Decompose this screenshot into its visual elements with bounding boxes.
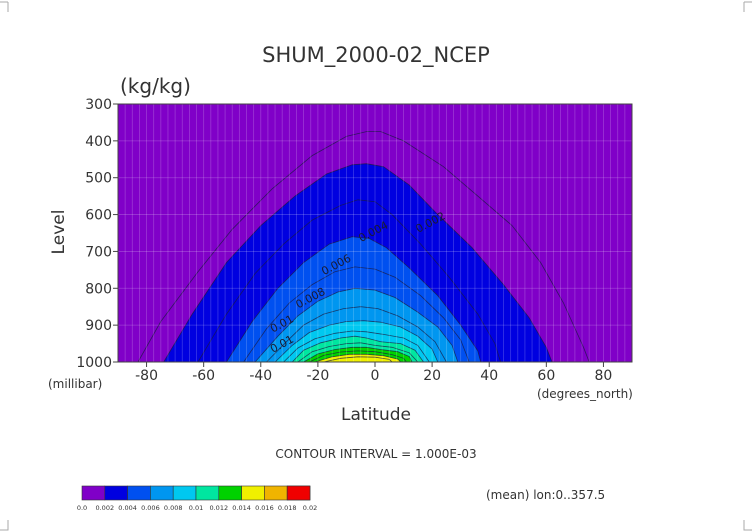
contour-line-0.006 [254, 287, 459, 362]
x-tick-label: 40 [480, 368, 498, 384]
contour-line-0.001 [137, 131, 590, 362]
x-tick-label: 0 [371, 368, 380, 384]
chart-title: SHUM_2000-02_NCEP [262, 43, 490, 68]
x-tick-label: 20 [423, 368, 441, 384]
y-tick-label: 1000 [76, 355, 112, 371]
colorbar-label: 0.004 [118, 504, 137, 512]
contour-line-0.011 [297, 342, 419, 362]
colorbar-label: 0.018 [278, 504, 297, 512]
colorbar-label: 0.0 [77, 504, 87, 512]
colorbar-label: 0.006 [141, 504, 160, 512]
colorbar-swatch [218, 485, 242, 501]
colorbar-label: 0.02 [303, 504, 317, 512]
y-axis-label: Level [49, 210, 69, 255]
contour-line-0.008 [274, 320, 439, 362]
contour-line-0.013 [309, 350, 407, 362]
colorbar-swatch [81, 485, 106, 501]
contour-line-0.004 [226, 236, 482, 362]
contour-line-0.014 [314, 353, 401, 362]
colorbar-swatch [241, 485, 265, 501]
contour-line-0.005 [243, 266, 470, 362]
y-tick-label: 400 [85, 134, 112, 150]
contour-interval-text: CONTOUR INTERVAL = 1.000E-03 [275, 447, 476, 461]
contour-line-0.01 [291, 335, 424, 362]
x-axis-label: Latitude [341, 405, 411, 425]
x-axis-unit: (degrees_north) [537, 387, 633, 401]
gridlines [117, 103, 633, 363]
colorbar-swatch [104, 485, 128, 501]
contour-fills [137, 131, 590, 362]
y-tick-label: 300 [85, 97, 112, 113]
colorbar-label: 0.014 [232, 504, 251, 512]
colorbar-swatch [150, 485, 174, 501]
colorbar-label: 0.016 [255, 504, 274, 512]
colorbar: 0.0 0.002 0.004 0.006 0.008 0.01 0.012 0.014 0.0… [77, 485, 317, 512]
contour-line-0.012 [303, 346, 413, 362]
colorbar-label: 0.008 [164, 504, 183, 512]
colorbar-swatch [172, 485, 197, 501]
contour-line-0.002 [163, 163, 553, 362]
colorbar-label: 0.012 [209, 504, 228, 512]
colorbar-label: 0.01 [189, 504, 203, 512]
colorbar-swatch [264, 485, 288, 501]
contour-line-0.015 [323, 356, 393, 362]
footnote-text: (mean) lon:0..357.5 [486, 488, 605, 502]
x-tick-label: 60 [537, 368, 555, 384]
y-tick-label: 600 [85, 208, 112, 224]
contour-line-0.007 [266, 306, 447, 362]
colorbar-swatch [127, 485, 151, 501]
x-tick-label: -80 [135, 368, 158, 384]
colorbar-label: 0.002 [95, 504, 114, 512]
x-tick-label: -20 [306, 368, 329, 384]
y-tick-label: 700 [85, 244, 112, 260]
units-label: (kg/kg) [120, 74, 191, 98]
y-tick-label: 900 [85, 318, 112, 334]
colorbar-swatch [195, 485, 220, 501]
contour-line-0.009 [283, 330, 430, 362]
colorbar-swatch-top [286, 485, 311, 501]
y-axis-unit: (millibar) [48, 377, 102, 391]
x-tick-label: -40 [249, 368, 272, 384]
y-tick-label: 500 [85, 171, 112, 187]
x-tick-label: 80 [595, 368, 613, 384]
x-tick-label: -60 [192, 368, 215, 384]
contour-line-0.003 [197, 199, 501, 362]
y-tick-label: 800 [85, 281, 112, 297]
